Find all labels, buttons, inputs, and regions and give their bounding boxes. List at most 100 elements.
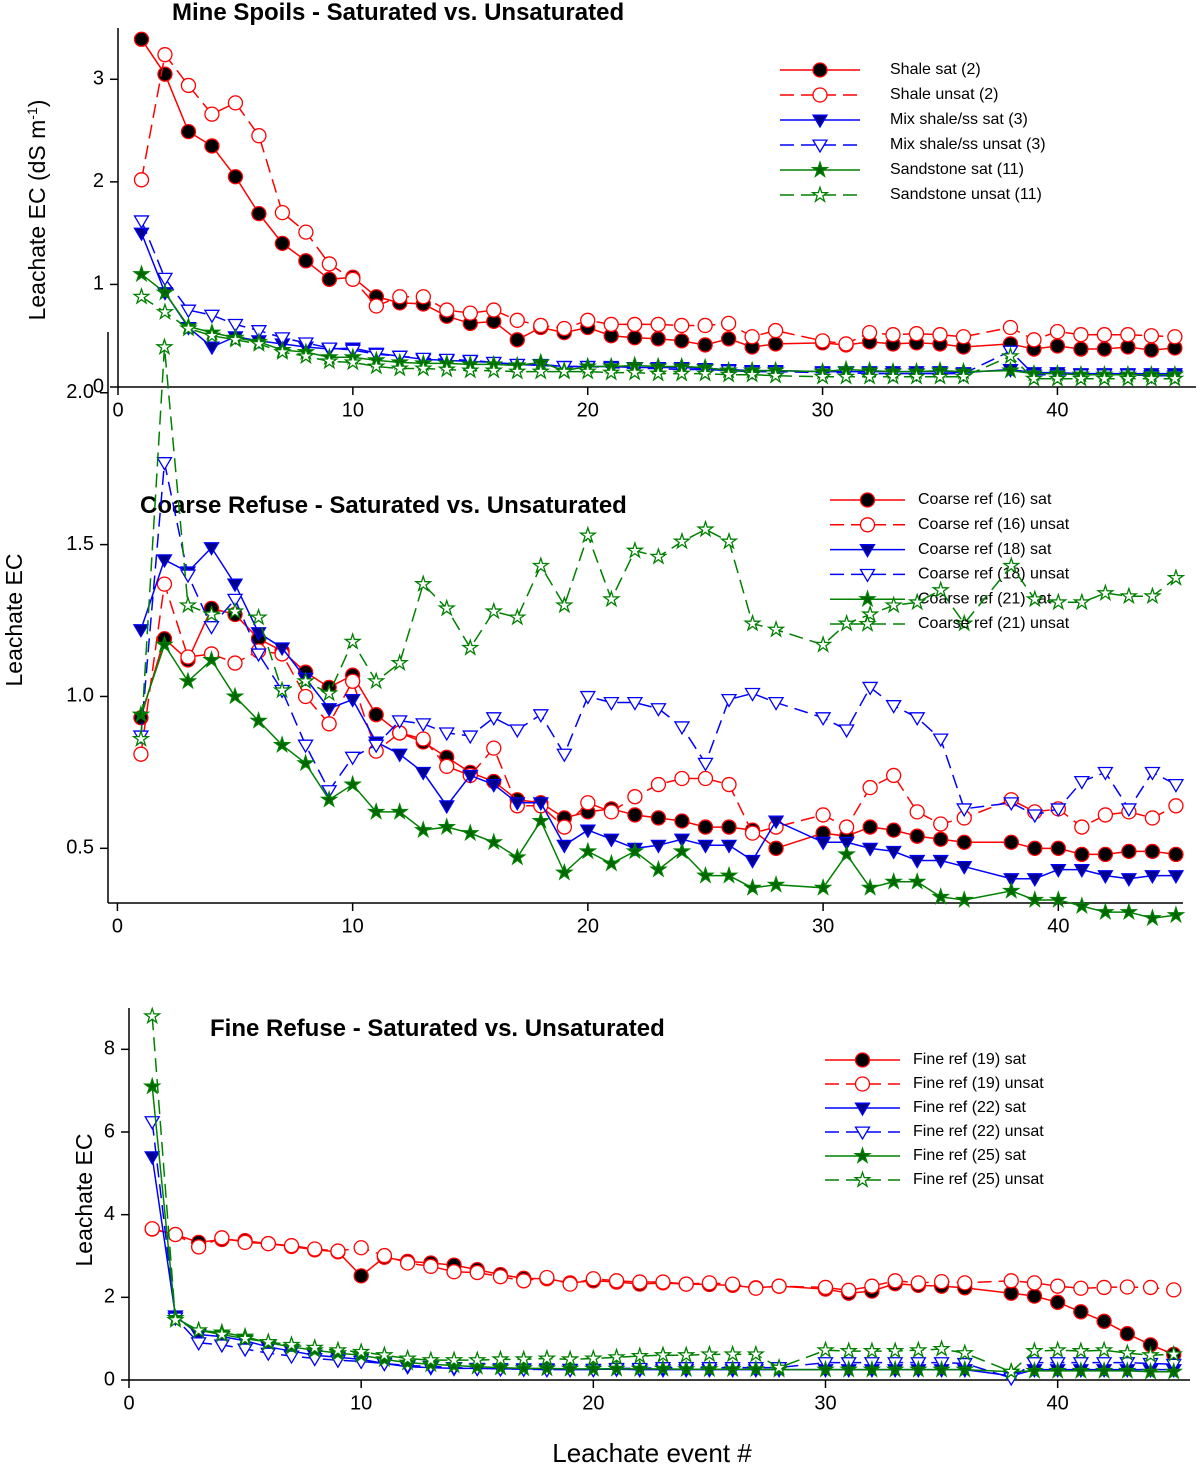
marker	[957, 1275, 973, 1291]
marker	[273, 342, 292, 361]
marker	[539, 1269, 555, 1286]
marker	[767, 322, 784, 339]
marker	[306, 1352, 323, 1367]
marker	[723, 1344, 742, 1363]
marker	[769, 1357, 789, 1376]
marker	[227, 655, 243, 671]
x-axis-label: Leachate event #	[552, 1438, 752, 1468]
marker	[507, 361, 527, 380]
marker	[1143, 586, 1162, 605]
marker	[460, 823, 480, 842]
marker	[700, 1359, 719, 1378]
marker	[297, 688, 314, 705]
marker	[297, 739, 314, 754]
y-tick-label: 1.0	[66, 685, 94, 707]
marker	[816, 1359, 835, 1378]
marker	[415, 718, 432, 733]
marker	[720, 839, 738, 854]
x-tick-label: 10	[350, 1392, 372, 1414]
marker	[812, 87, 828, 103]
marker	[203, 621, 220, 635]
marker	[700, 1344, 719, 1363]
marker	[142, 1006, 162, 1025]
marker	[933, 831, 949, 847]
marker	[413, 358, 433, 377]
marker	[156, 576, 173, 592]
marker	[955, 1359, 975, 1378]
marker	[437, 598, 457, 617]
marker	[375, 1345, 394, 1364]
marker	[746, 1359, 766, 1378]
marker	[227, 318, 244, 333]
marker	[650, 316, 666, 333]
marker	[768, 840, 784, 856]
marker	[491, 1349, 510, 1368]
marker	[723, 1359, 742, 1378]
legend-label: Coarse ref (18) sat	[918, 541, 1052, 558]
marker	[1025, 1341, 1044, 1360]
marker	[887, 1273, 903, 1289]
marker	[190, 1239, 207, 1255]
marker	[157, 66, 173, 82]
marker	[438, 727, 455, 742]
marker	[932, 1339, 951, 1357]
marker	[1001, 1361, 1021, 1380]
marker	[1144, 870, 1161, 884]
marker	[1119, 1326, 1135, 1342]
legend-label: Fine ref (25) sat	[913, 1147, 1026, 1164]
marker	[485, 778, 502, 793]
marker	[260, 1235, 276, 1252]
marker	[1071, 1341, 1091, 1360]
marker	[838, 336, 854, 352]
series-line	[140, 220, 1175, 377]
marker	[226, 593, 244, 608]
marker	[344, 751, 361, 766]
marker	[1096, 327, 1113, 343]
marker	[283, 1238, 300, 1254]
marker	[720, 331, 737, 347]
marker	[156, 457, 173, 471]
marker	[249, 710, 268, 729]
marker	[157, 47, 173, 63]
marker	[632, 1274, 648, 1290]
legend-entry: Fine ref (22) sat	[825, 1099, 1026, 1117]
marker	[742, 364, 762, 383]
marker	[486, 302, 502, 318]
legend-label: Fine ref (19) sat	[913, 1051, 1026, 1068]
marker	[811, 139, 829, 154]
x-tick-label: 30	[812, 915, 834, 937]
y-tick-label: 0	[104, 1368, 115, 1390]
marker	[626, 696, 644, 711]
marker	[343, 631, 362, 650]
marker	[1143, 342, 1160, 358]
marker	[932, 327, 948, 343]
marker	[817, 1279, 834, 1296]
marker	[180, 649, 196, 665]
marker	[862, 779, 878, 796]
marker	[460, 360, 480, 379]
legend-entry: Fine ref (19) unsat	[825, 1075, 1044, 1092]
marker	[719, 531, 739, 550]
marker	[1166, 905, 1186, 924]
marker	[1049, 338, 1066, 354]
marker	[627, 789, 643, 805]
legend-entry: Coarse ref (16) unsat	[830, 516, 1070, 533]
marker	[1096, 1313, 1112, 1329]
marker	[344, 673, 361, 689]
marker	[438, 800, 455, 815]
marker	[767, 336, 784, 352]
marker	[585, 1271, 601, 1287]
marker	[650, 839, 667, 854]
marker	[1003, 797, 1020, 812]
marker	[531, 556, 551, 574]
marker	[421, 1350, 441, 1369]
marker	[485, 712, 502, 727]
marker	[467, 1350, 487, 1369]
marker	[462, 730, 479, 745]
marker	[580, 312, 596, 328]
marker	[178, 595, 198, 614]
marker	[908, 326, 925, 342]
marker	[344, 693, 361, 708]
x-tick-label: 0	[112, 399, 123, 421]
